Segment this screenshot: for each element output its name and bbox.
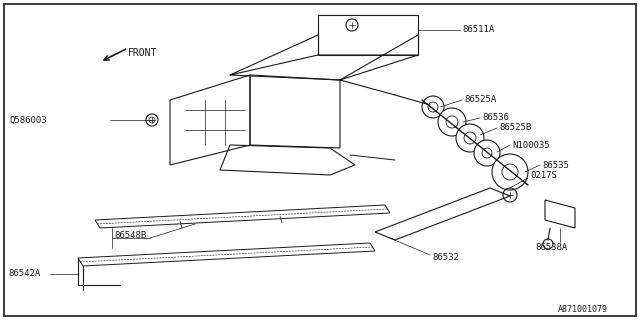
Text: 86535: 86535 bbox=[542, 161, 569, 170]
Circle shape bbox=[422, 96, 444, 118]
Text: 86542A: 86542A bbox=[8, 269, 40, 278]
Text: 86538A: 86538A bbox=[535, 244, 567, 252]
Bar bbox=[318, 15, 418, 55]
Circle shape bbox=[438, 108, 466, 136]
Text: 86536: 86536 bbox=[482, 114, 509, 123]
Circle shape bbox=[474, 140, 500, 166]
Text: FRONT: FRONT bbox=[128, 48, 157, 58]
Text: 86511A: 86511A bbox=[462, 26, 494, 35]
Circle shape bbox=[492, 154, 528, 190]
Text: N100035: N100035 bbox=[512, 140, 550, 149]
Circle shape bbox=[456, 124, 484, 152]
Text: 86525B: 86525B bbox=[499, 124, 531, 132]
Text: 0217S: 0217S bbox=[530, 172, 557, 180]
Text: 86548B: 86548B bbox=[114, 230, 147, 239]
Text: Q586003: Q586003 bbox=[10, 116, 47, 124]
Text: A871001079: A871001079 bbox=[558, 306, 608, 315]
Text: 86525A: 86525A bbox=[464, 95, 496, 105]
Text: 86532: 86532 bbox=[432, 253, 459, 262]
